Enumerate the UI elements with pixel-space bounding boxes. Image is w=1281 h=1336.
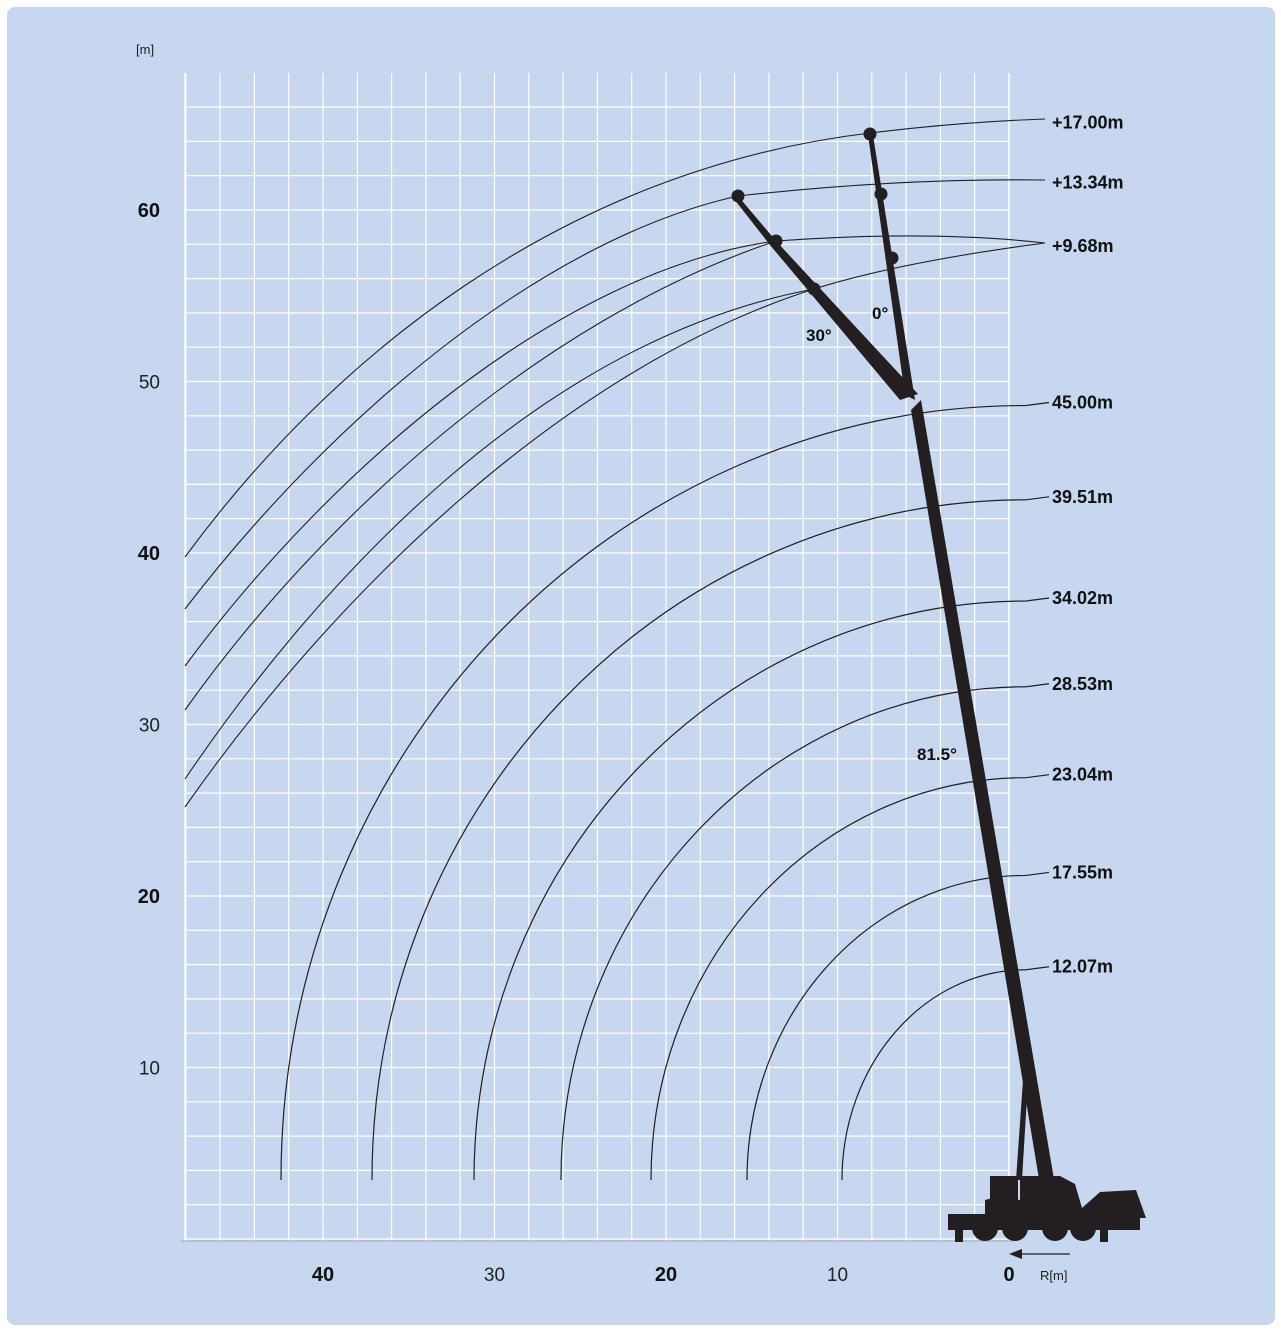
crane-cab — [990, 1176, 1018, 1200]
crane-wheel — [972, 1215, 998, 1241]
jib-angle-30-label: 30° — [806, 326, 832, 345]
axis-labels: 60 50 40 30 20 10 40 30 20 10 0 — [138, 200, 1070, 1286]
y-tick-label: 60 — [138, 200, 160, 222]
jib-length-label: +9.68m — [1052, 236, 1114, 256]
range-curve — [560, 683, 1050, 1181]
x-tick-label: 30 — [484, 1265, 505, 1286]
jib-tip-marker — [885, 251, 899, 265]
boom-length-label: 34.02m — [1052, 588, 1113, 608]
boom-length-label: 45.00m — [1052, 393, 1113, 413]
jib-range-curve — [184, 240, 777, 711]
range-curve — [746, 871, 1050, 1181]
jib-tip-marker — [807, 282, 821, 296]
crane-carrier — [948, 1176, 1146, 1230]
jib-range-curve — [184, 235, 1046, 667]
y-tick-label: 40 — [138, 543, 160, 565]
outrigger-left — [955, 1230, 963, 1242]
jib-tip-marker — [863, 127, 877, 141]
range-curve — [280, 401, 1050, 1181]
y-tick-label: 20 — [138, 886, 160, 908]
crane-wheel — [1042, 1215, 1068, 1241]
jib-length-label: +17.00m — [1052, 113, 1124, 133]
boom-length-label: 12.07m — [1052, 957, 1113, 977]
crane-wheel — [1070, 1215, 1096, 1241]
jib-range-curve — [184, 242, 1046, 780]
range-curve — [473, 597, 1050, 1181]
jib-range-curve — [184, 288, 815, 808]
jib-tip-marker — [731, 189, 745, 203]
boom-length-label: 23.04m — [1052, 765, 1113, 785]
x-tick-label: 0 — [1003, 1264, 1014, 1286]
chart-background — [7, 7, 1275, 1325]
jib-tip-marker — [769, 234, 783, 248]
jib-straight — [868, 135, 915, 400]
x-unit-arrow-head — [1009, 1249, 1022, 1259]
boom-length-label: 28.53m — [1052, 674, 1113, 694]
jib-offset — [734, 196, 918, 400]
jib-range-curve — [184, 118, 1046, 558]
jib-range-curve — [184, 179, 1046, 610]
main-boom — [911, 400, 1055, 1185]
jib-angle-0-label: 0° — [872, 304, 888, 323]
jib-length-label: +13.34m — [1052, 173, 1124, 193]
x-tick-label: 10 — [827, 1265, 848, 1286]
boom-length-label: 17.55m — [1052, 862, 1113, 882]
range-curve — [841, 966, 1050, 1181]
jib-tip-marker — [874, 187, 888, 201]
boom-angle-label: 81.5° — [917, 745, 957, 764]
crane-silhouette — [731, 127, 1146, 1242]
range-curve — [650, 774, 1050, 1181]
y-tick-label: 30 — [139, 716, 160, 737]
x-unit-label: R[m] — [1040, 1268, 1067, 1283]
range-curves: 45.00m 39.51m 34.02m 28.53m 23.04m 17.55m 12.0… — [184, 113, 1124, 1181]
y-tick-label: 10 — [139, 1059, 160, 1080]
x-tick-label: 40 — [312, 1264, 334, 1286]
range-curve — [371, 496, 1050, 1181]
boom-length-label: 39.51m — [1052, 487, 1113, 507]
crane-wheel — [1002, 1215, 1028, 1241]
outrigger-right — [1100, 1230, 1108, 1242]
luffing-cylinder — [1016, 1080, 1028, 1180]
x-tick-label: 20 — [655, 1264, 677, 1286]
y-unit-label: [m] — [136, 42, 154, 57]
y-tick-label: 50 — [139, 373, 160, 394]
grid — [181, 73, 1013, 1242]
